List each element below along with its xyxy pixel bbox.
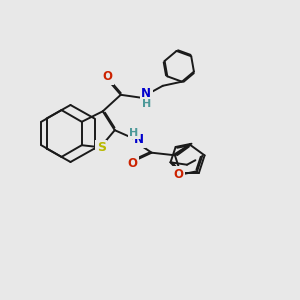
- Text: S: S: [97, 141, 106, 154]
- Text: N: N: [141, 86, 151, 100]
- Text: H: H: [129, 128, 139, 138]
- Text: N: N: [134, 133, 144, 146]
- Text: O: O: [174, 168, 184, 181]
- Text: H: H: [142, 99, 151, 109]
- Text: O: O: [102, 70, 112, 83]
- Text: O: O: [128, 157, 137, 170]
